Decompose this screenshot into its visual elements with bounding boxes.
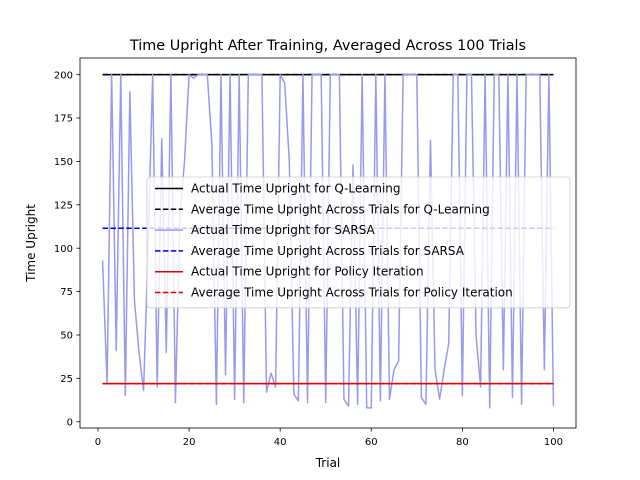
x-tick-label: 80 (456, 437, 469, 448)
y-tick-label: 100 (54, 244, 73, 255)
x-tick-label: 100 (544, 437, 563, 448)
legend-box (146, 176, 571, 309)
y-tick-label: 175 (54, 114, 73, 125)
y-tick-label: 75 (60, 287, 73, 298)
y-axis-label: Time Upright (24, 204, 38, 283)
legend: Actual Time Upright for Q-Learning Averag… (146, 176, 571, 309)
legend-label: Average Time Upright Across Trials for S… (191, 244, 465, 258)
legend-label: Average Time Upright Across Trials for Q… (191, 202, 490, 216)
y-tick-label: 125 (54, 200, 73, 211)
y-tick-label: 150 (54, 157, 73, 168)
x-tick-label: 40 (274, 437, 287, 448)
x-tick-label: 60 (365, 437, 378, 448)
legend-label: Actual Time Upright for Q-Learning (191, 182, 401, 196)
y-tick-label: 50 (60, 331, 73, 342)
y-tick-label: 200 (54, 70, 73, 81)
y-tick-label: 25 (60, 374, 73, 385)
chart-title: Time Upright After Training, Averaged Ac… (129, 38, 526, 54)
axes: 0 20 40 60 80 100 0 25 50 75 100 125 150 175 200 (54, 57, 577, 448)
y-tick-label: 0 (67, 417, 73, 428)
x-axis-label: Trial (315, 456, 341, 470)
legend-label: Average Time Upright Across Trials for P… (191, 286, 513, 300)
legend-label: Actual Time Upright for Policy Iteration (191, 265, 424, 279)
plot-frame (79, 57, 577, 429)
x-tick-label: 0 (95, 437, 101, 448)
x-tick-label: 20 (183, 437, 196, 448)
legend-label: Actual Time Upright for SARSA (191, 223, 376, 237)
